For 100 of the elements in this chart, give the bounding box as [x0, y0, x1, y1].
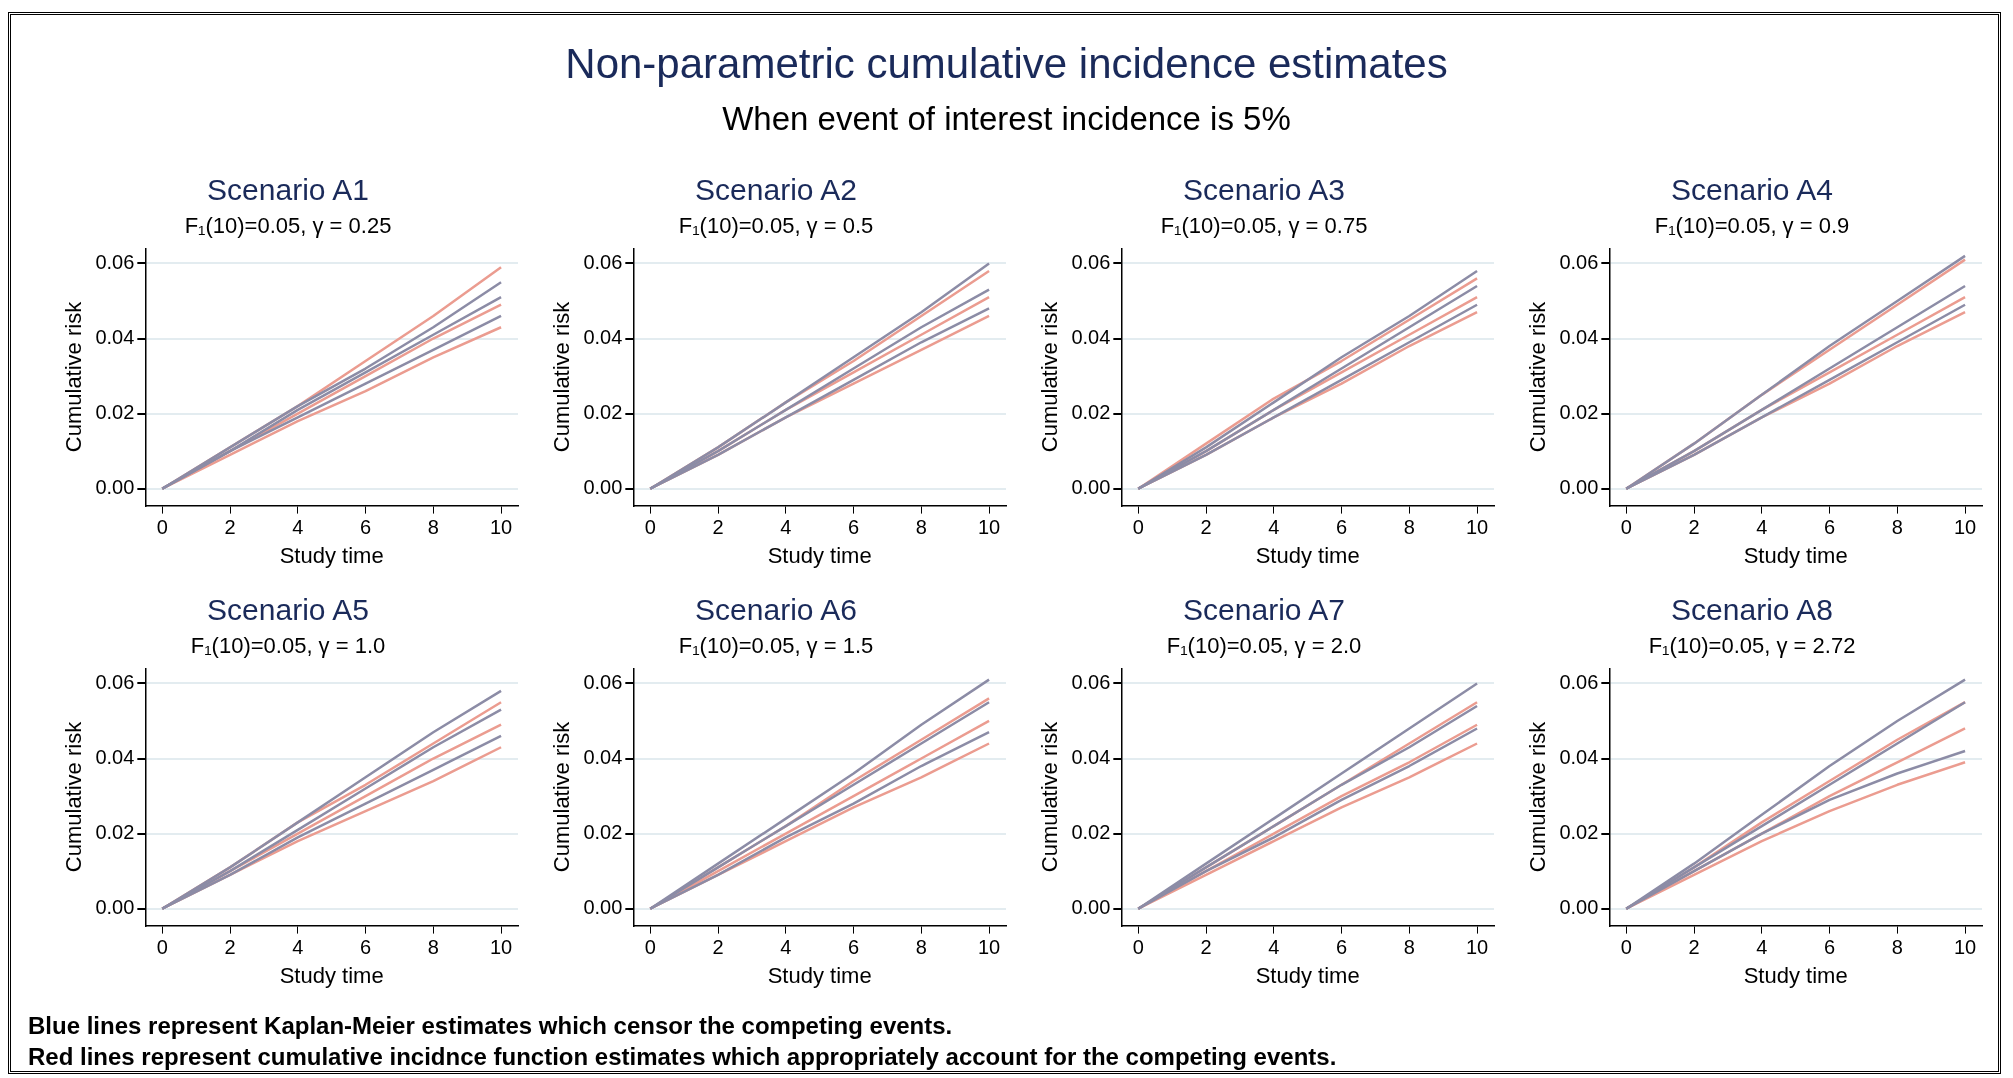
- x-tick-label: 8: [1403, 936, 1415, 959]
- x-tick-label: 6: [847, 936, 860, 959]
- x-tick-label: 0: [1132, 936, 1144, 959]
- x-tick-label: 4: [1756, 936, 1768, 959]
- x-tick-label: 2: [224, 936, 236, 959]
- y-axis-title: Cumulative risk: [1525, 300, 1551, 453]
- y-tick-label: 0.00: [583, 476, 623, 499]
- chart-title: Scenario A6: [695, 593, 857, 627]
- y-axis-title: Cumulative risk: [549, 300, 575, 453]
- y-tick-label: 0.02: [95, 401, 135, 424]
- x-axis-title: Study time: [1743, 962, 1848, 988]
- x-tick-label: 10: [489, 936, 513, 959]
- chart-subtitle: F₁(10)=0.05, γ = 1.0: [190, 633, 386, 659]
- x-tick-label: 6: [359, 516, 372, 539]
- x-tick-label: 10: [489, 516, 513, 539]
- chart-subtitle: F₁(10)=0.05, γ = 2.0: [1166, 633, 1362, 659]
- chart-title: Scenario A1: [207, 173, 369, 207]
- x-axis-title: Study time: [279, 542, 384, 568]
- y-tick-label: 0.04: [1071, 746, 1111, 769]
- y-axis-title: Cumulative risk: [1525, 720, 1551, 873]
- x-tick-label: 4: [780, 516, 792, 539]
- y-tick-label: 0.00: [95, 896, 135, 919]
- y-tick-label: 0.00: [95, 476, 135, 499]
- x-tick-label: 2: [1688, 936, 1700, 959]
- chart-title: Scenario A7: [1183, 593, 1345, 627]
- y-tick-label: 0.04: [1559, 746, 1599, 769]
- x-axis-title: Study time: [1255, 542, 1360, 568]
- x-tick-label: 4: [292, 936, 304, 959]
- y-axis-title: Cumulative risk: [549, 720, 575, 873]
- y-tick-label: 0.02: [583, 401, 623, 424]
- text: Red lines represent cumulative incidnce function estimates which appropriately account for the competing events.: [28, 1042, 1337, 1072]
- x-tick-label: 6: [1823, 516, 1836, 539]
- y-tick-label: 0.02: [1071, 401, 1111, 424]
- x-tick-label: 6: [1823, 936, 1836, 959]
- x-tick-label: 6: [1335, 516, 1348, 539]
- x-tick-label: 8: [1891, 936, 1903, 959]
- text: When event of interest incidence is 5%: [721, 100, 1292, 138]
- chart-title: Scenario A8: [1671, 593, 1833, 627]
- x-tick-label: 2: [712, 516, 724, 539]
- x-tick-label: 10: [1465, 516, 1489, 539]
- x-tick-label: 2: [712, 936, 724, 959]
- x-tick-label: 6: [1335, 936, 1348, 959]
- y-tick-label: 0.00: [1559, 896, 1599, 919]
- chart-subtitle: F₁(10)=0.05, γ = 0.9: [1654, 213, 1850, 239]
- x-tick-label: 10: [1953, 936, 1977, 959]
- y-tick-label: 0.02: [583, 821, 623, 844]
- x-axis-title: Study time: [1743, 542, 1848, 568]
- x-tick-label: 4: [780, 936, 792, 959]
- y-tick-label: 0.00: [1071, 896, 1111, 919]
- y-tick-label: 0.04: [583, 326, 623, 349]
- x-tick-label: 10: [1953, 516, 1977, 539]
- x-tick-label: 2: [1688, 516, 1700, 539]
- x-axis-title: Study time: [767, 962, 872, 988]
- y-tick-label: 0.06: [1071, 250, 1111, 273]
- y-tick-label: 0.00: [1071, 476, 1111, 499]
- x-tick-label: 10: [977, 936, 1001, 959]
- x-axis-title: Study time: [1255, 962, 1360, 988]
- y-axis-title: Cumulative risk: [1037, 720, 1063, 873]
- x-tick-label: 0: [1620, 516, 1632, 539]
- y-tick-label: 0.02: [1559, 821, 1599, 844]
- x-tick-label: 2: [1200, 936, 1212, 959]
- x-tick-label: 2: [1200, 516, 1212, 539]
- x-axis-title: Study time: [767, 542, 872, 568]
- x-tick-label: 8: [427, 516, 439, 539]
- y-tick-label: 0.06: [583, 670, 623, 693]
- x-tick-label: 0: [1132, 516, 1144, 539]
- y-tick-label: 0.04: [1559, 326, 1599, 349]
- text: Non-parametric cumulative incidence estimates: [564, 40, 1449, 88]
- x-tick-label: 6: [847, 516, 860, 539]
- x-tick-label: 2: [224, 516, 236, 539]
- chart-title: Scenario A4: [1671, 173, 1833, 207]
- x-tick-label: 0: [156, 936, 168, 959]
- text: Blue lines represent Kaplan-Meier estimates which censor the competing events.: [28, 1011, 954, 1041]
- x-axis-title: Study time: [279, 962, 384, 988]
- y-tick-label: 0.04: [95, 326, 135, 349]
- x-tick-label: 0: [1620, 936, 1632, 959]
- y-tick-label: 0.04: [95, 746, 135, 769]
- x-tick-label: 4: [292, 516, 304, 539]
- chart-subtitle: F₁(10)=0.05, γ = 0.75: [1160, 213, 1368, 239]
- y-tick-label: 0.06: [1559, 250, 1599, 273]
- y-tick-label: 0.06: [583, 250, 623, 273]
- y-axis-title: Cumulative risk: [1037, 300, 1063, 453]
- x-tick-label: 8: [1891, 516, 1903, 539]
- y-tick-label: 0.02: [1559, 401, 1599, 424]
- chart-title: Scenario A2: [695, 173, 857, 207]
- y-tick-label: 0.06: [95, 250, 135, 273]
- x-tick-label: 8: [915, 516, 927, 539]
- y-tick-label: 0.02: [95, 821, 135, 844]
- x-tick-label: 4: [1756, 516, 1768, 539]
- x-tick-label: 4: [1268, 936, 1280, 959]
- chart-title: Scenario A3: [1183, 173, 1345, 207]
- y-tick-label: 0.00: [1559, 476, 1599, 499]
- y-tick-label: 0.06: [95, 670, 135, 693]
- x-tick-label: 6: [359, 936, 372, 959]
- y-tick-label: 0.04: [583, 746, 623, 769]
- y-tick-label: 0.04: [1071, 326, 1111, 349]
- x-tick-label: 0: [644, 516, 656, 539]
- x-tick-label: 10: [977, 516, 1001, 539]
- x-tick-label: 0: [644, 936, 656, 959]
- y-tick-label: 0.02: [1071, 821, 1111, 844]
